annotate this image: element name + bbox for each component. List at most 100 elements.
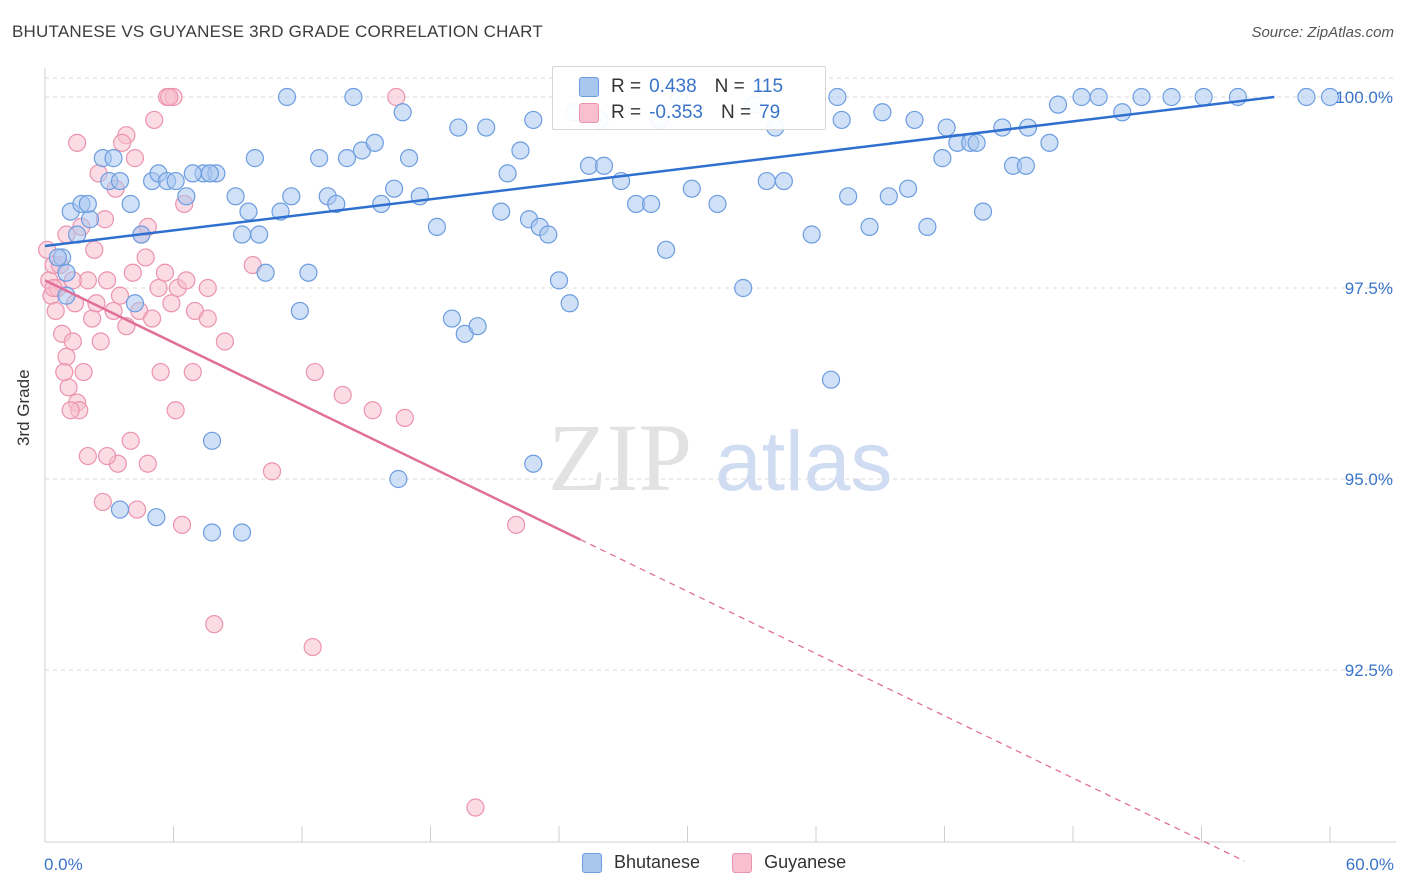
bhutanese-point bbox=[166, 171, 185, 191]
bhutanese-point bbox=[967, 133, 986, 152]
guyanese-point bbox=[183, 362, 202, 382]
x-tick-label-max: 60.0% bbox=[1346, 855, 1394, 874]
guyanese-point bbox=[151, 362, 170, 382]
bhutanese-point bbox=[48, 248, 67, 267]
guyanese-point bbox=[98, 446, 117, 466]
legend-swatch-blue bbox=[582, 852, 602, 873]
legend-item-guyanese[interactable]: Guyanese bbox=[732, 852, 846, 873]
bhutanese-point bbox=[734, 278, 753, 298]
guyanese-point bbox=[303, 637, 322, 657]
bhutanese-point bbox=[918, 217, 937, 236]
guyanese-point bbox=[166, 401, 185, 420]
bhutanese-point bbox=[125, 294, 145, 313]
bhutanese-point bbox=[183, 164, 202, 183]
bhutanese-point bbox=[389, 469, 408, 489]
bhutanese-point bbox=[873, 103, 892, 122]
bhutanese-point bbox=[121, 194, 140, 214]
guyanese-point bbox=[305, 362, 324, 382]
guyanese-point bbox=[205, 615, 224, 634]
guyanese-point bbox=[145, 110, 164, 130]
bhutanese-point bbox=[299, 263, 318, 282]
bhutanese-point bbox=[477, 118, 496, 137]
bhutanese-point bbox=[1320, 87, 1340, 107]
bhutanese-point bbox=[1040, 133, 1059, 152]
bhutanese-point bbox=[232, 523, 252, 542]
guyanese-point bbox=[93, 492, 112, 512]
bhutanese-point bbox=[1089, 87, 1108, 107]
guyanese-point bbox=[177, 271, 196, 290]
axes bbox=[44, 68, 1396, 843]
guyanese-point bbox=[142, 309, 162, 328]
bhutanese-point bbox=[200, 164, 220, 183]
bhutanese-point bbox=[1194, 87, 1213, 107]
guyanese-point bbox=[363, 401, 382, 420]
guyanese-point bbox=[74, 362, 93, 382]
bhutanese-point bbox=[1113, 103, 1132, 122]
legend-n-value: 115 bbox=[752, 76, 784, 97]
legend-label-bhutanese: Bhutanese bbox=[614, 852, 701, 872]
bhutanese-point bbox=[80, 210, 100, 229]
bhutanese-point bbox=[427, 217, 447, 236]
guyanese-point bbox=[57, 347, 76, 366]
bhutanese-point bbox=[898, 179, 918, 198]
source-label: Source: ZipAtlas.com bbox=[1251, 24, 1394, 41]
guyanese-point bbox=[198, 309, 217, 328]
watermark: ZIP atlas bbox=[548, 404, 892, 511]
chart-title: BHUTANESE VS GUYANESE 3RD GRADE CORRELAT… bbox=[12, 22, 543, 41]
bhutanese-point bbox=[993, 118, 1012, 137]
bhutanese-point bbox=[973, 202, 993, 221]
guyanese-point bbox=[78, 446, 97, 466]
bhutanese-point bbox=[524, 110, 543, 130]
y-tick-label: 97.5% bbox=[1345, 279, 1393, 298]
guyanese-point bbox=[160, 87, 179, 107]
guyanese-point bbox=[61, 401, 80, 420]
bhutanese-point bbox=[256, 263, 275, 282]
guyanese-point bbox=[123, 263, 142, 282]
bhutanese-point bbox=[832, 110, 851, 130]
bhutanese-point bbox=[110, 500, 130, 519]
legend-n-value: 79 bbox=[759, 102, 781, 123]
bhutanese-point bbox=[656, 240, 676, 259]
guyanese-point bbox=[55, 362, 74, 382]
bhutanese-points bbox=[48, 87, 1340, 542]
bhutanese-point bbox=[821, 370, 841, 389]
bhutanese-point bbox=[310, 149, 329, 168]
guyanese-point bbox=[112, 133, 132, 152]
legend-n-label: N = bbox=[714, 76, 745, 97]
bhutanese-point bbox=[232, 225, 252, 244]
bhutanese-point bbox=[879, 187, 898, 206]
guyanese-point bbox=[387, 87, 406, 107]
legend-item-bhutanese[interactable]: Bhutanese bbox=[582, 852, 700, 873]
bhutanese-point bbox=[1016, 156, 1035, 175]
x-tick-label-min: 0.0% bbox=[44, 855, 83, 874]
legend-n-label: N = bbox=[720, 102, 752, 123]
y-tick-label: 92.5% bbox=[1345, 661, 1393, 680]
bhutanese-point bbox=[442, 309, 462, 328]
guyanese-point bbox=[125, 149, 145, 168]
bhutanese-point bbox=[641, 194, 661, 214]
bhutanese-point bbox=[468, 317, 487, 336]
bhutanese-point bbox=[337, 149, 357, 168]
bhutanese-point bbox=[78, 194, 97, 214]
bhutanese-point bbox=[905, 110, 924, 130]
bhutanese-point bbox=[110, 171, 130, 191]
bhutanese-point bbox=[682, 179, 701, 198]
guyanese-point bbox=[262, 462, 282, 481]
bhutanese-point bbox=[860, 217, 879, 236]
bhutanese-point bbox=[1072, 87, 1091, 107]
guyanese-trend-line-solid bbox=[44, 279, 581, 541]
bhutanese-point bbox=[365, 133, 384, 152]
bhutanese-point bbox=[524, 454, 543, 473]
bhutanese-point bbox=[327, 194, 346, 214]
legend-r-value: 0.438 bbox=[649, 76, 697, 97]
bhutanese-point bbox=[1048, 95, 1068, 114]
grid-lines bbox=[45, 77, 1396, 671]
bhutanese-point bbox=[449, 118, 468, 137]
guyanese-point bbox=[466, 798, 485, 817]
guyanese-point bbox=[198, 278, 217, 298]
bhutanese-point bbox=[802, 225, 821, 244]
guyanese-point bbox=[63, 332, 82, 351]
guyanese-point bbox=[46, 301, 65, 321]
guyanese-point bbox=[507, 515, 526, 534]
